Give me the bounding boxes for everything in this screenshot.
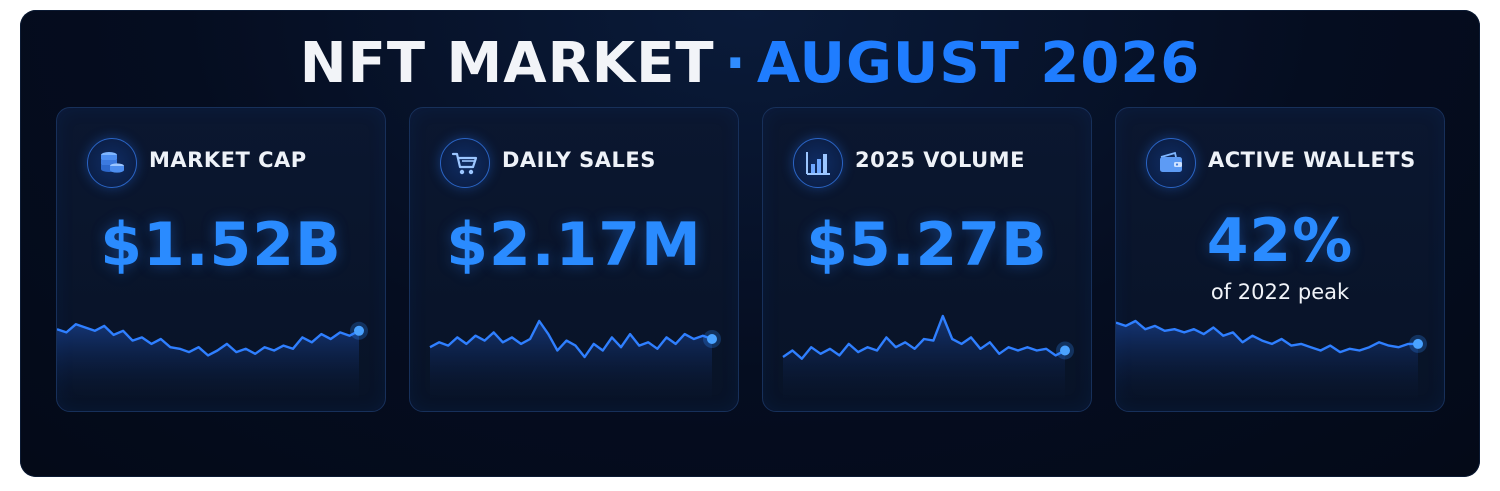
market-cap-label: MARKET CAP: [149, 148, 307, 172]
sparkline-line: [57, 323, 360, 357]
volume-label: 2025 VOLUME: [855, 148, 1025, 172]
active-wallets-value: 42%: [1206, 206, 1354, 276]
volume-card: 2025 VOLUME $5.27B: [762, 107, 1092, 412]
sparkline-end-point: [1413, 338, 1423, 349]
page-title: NFT MARKET · AUGUST 2026: [20, 34, 1480, 94]
title-date: AUGUST 2026: [756, 31, 1201, 96]
shopping-cart-icon: [440, 138, 490, 188]
active-wallets-card: ACTIVE WALLETS 42% of 2022 peak: [1115, 107, 1445, 412]
active-wallets-label: ACTIVE WALLETS: [1208, 148, 1416, 172]
sparkline-line: [1116, 319, 1418, 354]
sparkline-area: [57, 324, 359, 398]
volume-value: $5.27B: [806, 210, 1048, 280]
sparkline-line: [429, 319, 713, 359]
daily-sales-value: $2.17M: [446, 210, 702, 280]
sparkline-area: [430, 321, 712, 398]
market-cap-value: $1.52B: [100, 210, 342, 280]
sparkline-end-point: [354, 325, 364, 336]
sparkline-area: [1116, 321, 1418, 398]
active-wallets-subvalue: of 2022 peak: [1210, 280, 1350, 304]
title-separator: ·: [724, 31, 747, 96]
daily-sales-sparkline: [429, 319, 721, 398]
daily-sales-card: DAILY SALES $2.17M: [409, 107, 739, 412]
wallet-icon: [1146, 138, 1196, 188]
sparkline-line: [782, 314, 1066, 360]
title-main: NFT MARKET: [299, 31, 715, 96]
sparkline-area: [783, 316, 1065, 398]
coin-stack-icon: [87, 138, 137, 188]
nft-dashboard-panel: NFT MARKET · AUGUST 2026 MARKET CAP $1.52B: [20, 10, 1480, 477]
market-cap-card: MARKET CAP $1.52B: [56, 107, 386, 412]
sparkline-end-point: [1060, 345, 1070, 356]
sparkline-end-point: [707, 334, 717, 344]
volume-sparkline: [782, 314, 1074, 398]
market-cap-sparkline: [57, 321, 368, 398]
daily-sales-label: DAILY SALES: [502, 148, 656, 172]
active-wallets-sparkline: [1116, 319, 1427, 398]
bar-chart-icon: [793, 138, 843, 188]
